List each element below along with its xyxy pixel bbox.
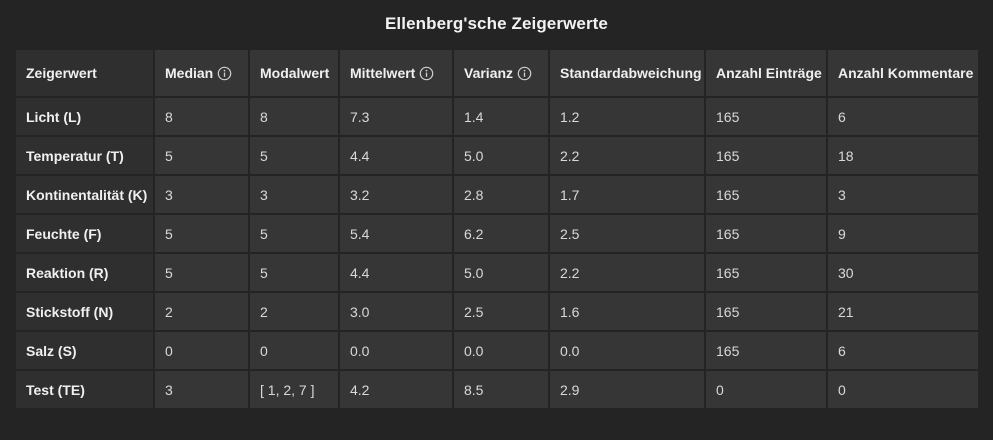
row-header-cell: Kontinentalität (K) [14,174,155,215]
table-cell: 165 [704,291,828,332]
table-cell: 6 [826,330,980,371]
table-cell: 3 [153,369,250,410]
column-header-zeigerwert[interactable]: Zeigerwert [14,48,155,98]
table-cell: 3 [248,174,340,215]
table-cell: 0 [826,369,980,410]
table-cell: 5.0 [452,135,550,176]
table-cell: 8.5 [452,369,550,410]
table-cell: 1.2 [548,96,706,137]
table-row: Test (TE) 3 [ 1, 2, 7 ] 4.2 8.5 2.9 0 0 [14,369,980,410]
table-cell: 4.4 [338,252,454,293]
table-cell: 165 [704,213,828,254]
row-header-cell: Licht (L) [14,96,155,137]
table-cell: 18 [826,135,980,176]
column-header-label: Varianz [464,65,514,81]
table-cell: 0.0 [452,330,550,371]
table-cell: 0 [248,330,340,371]
info-icon[interactable] [419,66,434,81]
table-cell: 8 [153,96,250,137]
table-cell: 165 [704,174,828,215]
table-header-row: Zeigerwert Median Modalwert [14,48,980,98]
column-header-mittelwert[interactable]: Mittelwert [338,48,454,98]
table-cell: 5 [248,252,340,293]
table-row: Stickstoff (N) 2 2 3.0 2.5 1.6 165 21 [14,291,980,332]
table-row: Salz (S) 0 0 0.0 0.0 0.0 165 6 [14,330,980,371]
zeigerwerte-table: Zeigerwert Median Modalwert [14,48,980,410]
column-header-anzahl-kommentare[interactable]: Anzahl Kommentare [826,48,980,98]
table-cell: [ 1, 2, 7 ] [248,369,340,410]
table-cell: 6.2 [452,213,550,254]
table-cell: 3 [826,174,980,215]
table-cell: 4.4 [338,135,454,176]
table-cell: 0 [704,369,828,410]
table-cell: 2.2 [548,135,706,176]
column-header-label: Standardabweichung [560,65,702,81]
row-header-cell: Salz (S) [14,330,155,371]
table-cell: 2.5 [548,213,706,254]
column-header-median[interactable]: Median [153,48,250,98]
column-header-anzahl-eintraege[interactable]: Anzahl Einträge [704,48,828,98]
column-header-label: Mittelwert [350,65,416,81]
table-cell: 5.0 [452,252,550,293]
column-header-label: Anzahl Kommentare [838,65,974,81]
table-cell: 5 [153,252,250,293]
page-title: Ellenberg'sche Zeigerwerte [384,14,608,33]
row-header-cell: Stickstoff (N) [14,291,155,332]
row-header-cell: Test (TE) [14,369,155,410]
table-row: Reaktion (R) 5 5 4.4 5.0 2.2 165 30 [14,252,980,293]
table-cell: 5 [153,213,250,254]
table-cell: 30 [826,252,980,293]
table-cell: 3.0 [338,291,454,332]
table-cell: 165 [704,330,828,371]
column-header-label: Modalwert [260,65,330,81]
table-cell: 1.4 [452,96,550,137]
column-header-standardabweichung[interactable]: Standardabweichung [548,48,706,98]
table-cell: 5 [248,213,340,254]
row-header-cell: Reaktion (R) [14,252,155,293]
table-cell: 2.8 [452,174,550,215]
table-row: Licht (L) 8 8 7.3 1.4 1.2 165 6 [14,96,980,137]
table-row: Feuchte (F) 5 5 5.4 6.2 2.5 165 9 [14,213,980,254]
table-cell: 7.3 [338,96,454,137]
table-cell: 4.2 [338,369,454,410]
column-header-label: Median [165,65,214,81]
table-cell: 3.2 [338,174,454,215]
row-header-cell: Temperatur (T) [14,135,155,176]
table-cell: 6 [826,96,980,137]
table-cell: 0.0 [338,330,454,371]
table-cell: 1.6 [548,291,706,332]
table-cell: 8 [248,96,340,137]
table-cell: 0 [153,330,250,371]
table-cell: 2.5 [452,291,550,332]
table-cell: 165 [704,96,828,137]
table-cell: 2 [248,291,340,332]
table-cell: 3 [153,174,250,215]
table-row: Temperatur (T) 5 5 4.4 5.0 2.2 165 18 [14,135,980,176]
table-cell: 9 [826,213,980,254]
table-cell: 2.2 [548,252,706,293]
table-cell: 165 [704,252,828,293]
table-cell: 2.9 [548,369,706,410]
table-cell: 2 [153,291,250,332]
row-header-cell: Feuchte (F) [14,213,155,254]
table-row: Kontinentalität (K) 3 3 3.2 2.8 1.7 165 … [14,174,980,215]
table-cell: 21 [826,291,980,332]
info-icon[interactable] [217,66,232,81]
column-header-modalwert[interactable]: Modalwert [248,48,340,98]
table-cell: 0.0 [548,330,706,371]
zeigerwerte-table-container: Zeigerwert Median Modalwert [14,48,980,410]
table-cell: 5 [248,135,340,176]
column-header-label: Zeigerwert [26,65,97,81]
column-header-label: Anzahl Einträge [716,65,822,81]
table-cell: 5 [153,135,250,176]
table-cell: 165 [704,135,828,176]
info-icon[interactable] [517,66,532,81]
table-cell: 1.7 [548,174,706,215]
table-cell: 5.4 [338,213,454,254]
column-header-varianz[interactable]: Varianz [452,48,550,98]
